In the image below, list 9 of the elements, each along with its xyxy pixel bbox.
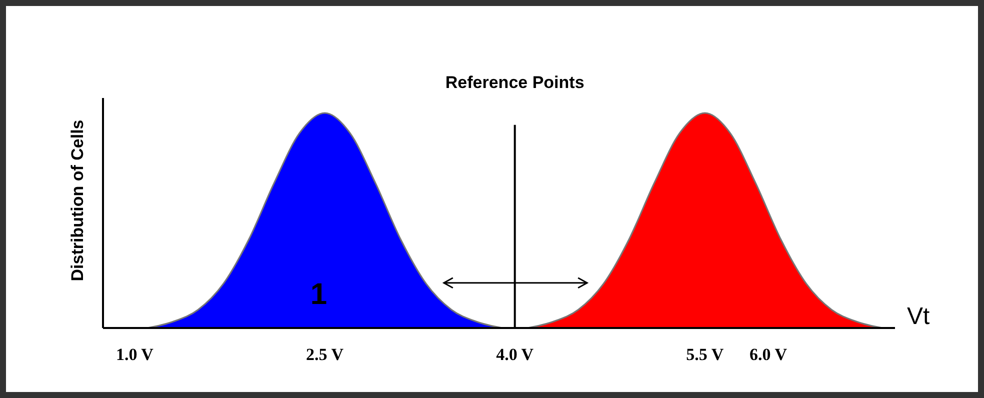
- x-tick-label: 1.0 V: [116, 345, 154, 364]
- x-axis-title: Vt: [907, 303, 930, 330]
- x-tick-label: 5.5 V: [686, 345, 724, 364]
- annotation: 1: [310, 278, 328, 311]
- x-tick-label: 6.0 V: [750, 345, 788, 364]
- ref-line-label: Reference Points: [445, 73, 584, 92]
- x-tick-label: 4.0 V: [496, 345, 534, 364]
- y-axis-title: Distribution of Cells: [68, 120, 87, 282]
- x-tick-label: 2.5 V: [306, 345, 344, 364]
